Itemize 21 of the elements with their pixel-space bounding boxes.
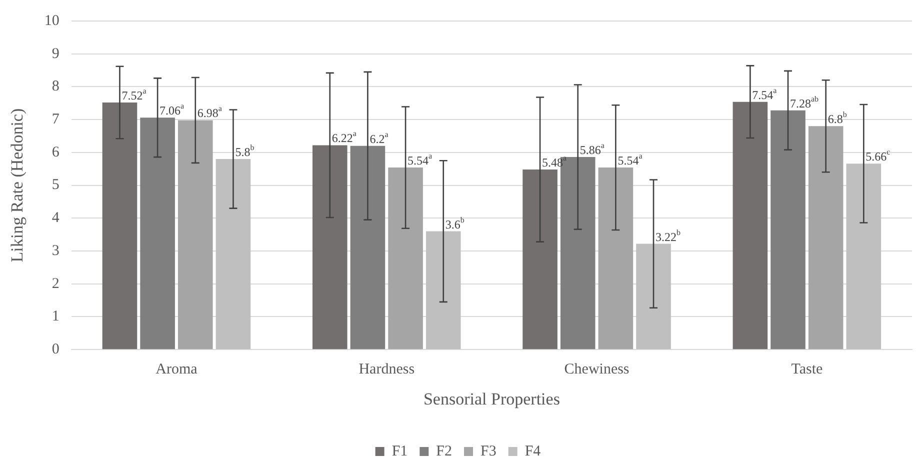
legend-label: F1 (392, 443, 408, 460)
legend-label: F2 (436, 443, 452, 460)
x-tick-label: Taste (791, 362, 823, 378)
y-tick-label: 6 (52, 144, 60, 160)
y-tick-label: 2 (52, 276, 60, 292)
y-tick-label: 3 (52, 242, 60, 259)
y-tick-label: 1 (52, 308, 60, 325)
y-tick-label: 8 (52, 78, 60, 95)
y-tick-label: 0 (52, 342, 60, 358)
y-tick-label: 4 (52, 210, 60, 226)
y-tick-label: 5 (52, 177, 60, 194)
y-axis-title: Liking Rate (Hedonic) (8, 108, 27, 262)
legend-label: F4 (524, 443, 542, 460)
legend-label: F3 (480, 443, 496, 460)
x-tick-label: Aroma (156, 362, 198, 378)
x-tick-label: Hardness (358, 362, 415, 378)
x-axis-title: Sensorial Properties (423, 389, 560, 408)
y-tick-label: 10 (44, 12, 60, 29)
x-tick-label: Chewiness (564, 362, 630, 378)
y-tick-label: 9 (52, 46, 60, 62)
y-tick-label: 7 (52, 112, 60, 128)
